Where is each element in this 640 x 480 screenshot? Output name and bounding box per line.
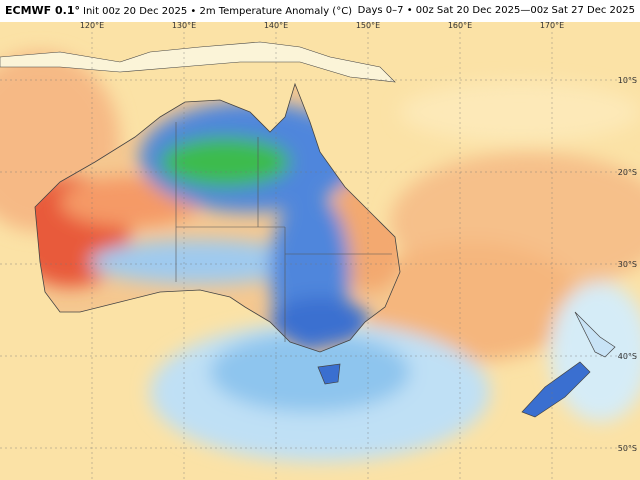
latitude-label: 30°S	[618, 260, 637, 269]
longitude-label: 170°E	[540, 22, 564, 30]
latitude-label: 50°S	[618, 444, 637, 453]
period: Days 0–7 • 00z Sat 20 Dec 2025—00z Sat 2…	[357, 5, 635, 16]
nz-south-island	[521, 361, 591, 418]
header-left: ECMWF 0.1° Init 00z 20 Dec 2025 • 2m Temp…	[5, 0, 352, 23]
longitude-label: 120°E	[80, 22, 104, 30]
graticule: 120°E 130°E 140°E 150°E 160°E 170°E 10°S 20°S 30…	[0, 22, 640, 480]
map: 120°E 130°E 140°E 150°E 160°E 170°E 10°S 20°S 30…	[0, 22, 640, 480]
header: ECMWF 0.1° Init 00z 20 Dec 2025 • 2m Temp…	[0, 0, 640, 22]
longitude-label: 130°E	[172, 22, 196, 30]
australia-coast	[34, 82, 401, 353]
longitude-label: 140°E	[264, 22, 288, 30]
model: ECMWF 0.1°	[5, 4, 80, 17]
latitude-label: 40°S	[618, 352, 637, 361]
longitude-label: 160°E	[448, 22, 472, 30]
init: Init 00z 20 Dec 2025 • 2m Temperature An…	[83, 6, 353, 17]
tasmania	[317, 363, 341, 385]
state-borders	[175, 122, 392, 342]
nz-north-island	[574, 311, 616, 358]
latitude-label: 10°S	[618, 76, 637, 85]
latitude-label: 20°S	[618, 168, 637, 177]
longitude-label: 150°E	[356, 22, 380, 30]
northern-islands	[0, 41, 396, 83]
